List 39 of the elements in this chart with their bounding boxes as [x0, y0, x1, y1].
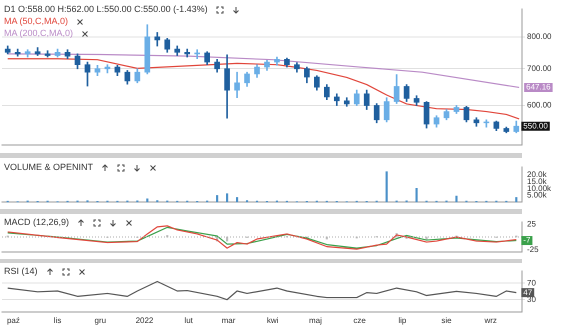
- x-tick-label: sie: [441, 316, 452, 326]
- x-tick-label: kwi: [266, 316, 279, 326]
- x-tick-label: lis: [54, 316, 62, 326]
- y-tick-label: -25: [527, 244, 540, 254]
- x-tick-label: maj: [308, 316, 322, 326]
- y-tick-label: 10.00k: [527, 184, 552, 193]
- y-tick-label: 70: [527, 278, 536, 288]
- text: MA (50,C,MA,0): [4, 16, 68, 26]
- x-tick-label: wrz: [483, 316, 497, 326]
- chart-title: MACD (12,26,9): [4, 217, 70, 227]
- bar: [515, 197, 518, 202]
- x-tick-label: gru: [94, 316, 106, 326]
- annotation: 550.00: [523, 121, 548, 130]
- y-tick-label: 700.00: [527, 64, 552, 73]
- bar: [386, 171, 388, 202]
- y-tick-label: 25: [527, 220, 536, 229]
- series-label: MA (200,C,MA,0): [4, 28, 74, 38]
- x-tick-label: lut: [184, 316, 194, 326]
- y-tick-label: 5.00k: [527, 190, 548, 200]
- y-tick-label: 15.0k: [527, 176, 548, 186]
- chart-title: D1 O:558.00 H:562.00 L:550.00 C:550.00 (-1.43%): [4, 4, 208, 14]
- x-tick-label: paź: [6, 316, 20, 326]
- bar: [236, 197, 238, 202]
- bar: [146, 198, 148, 202]
- x-tick-label: 2022: [136, 316, 154, 326]
- chart-title: VOLUME & OPENINT: [4, 162, 94, 172]
- x-tick-label: mar: [222, 316, 236, 326]
- bar: [455, 196, 458, 202]
- y-tick-label: 20.0k: [527, 170, 548, 180]
- annotation: 647.16: [526, 82, 552, 92]
- bar: [415, 188, 418, 202]
- annotation: -7: [523, 236, 531, 245]
- x-tick-label: lip: [398, 316, 407, 326]
- bar: [216, 195, 218, 202]
- x-tick-label: cze: [353, 316, 366, 326]
- chart-title: RSI (14): [4, 266, 38, 276]
- y-tick-label: 600.00: [527, 100, 552, 110]
- annotation: 47: [523, 288, 533, 297]
- y-tick-label: 800.00: [527, 32, 552, 42]
